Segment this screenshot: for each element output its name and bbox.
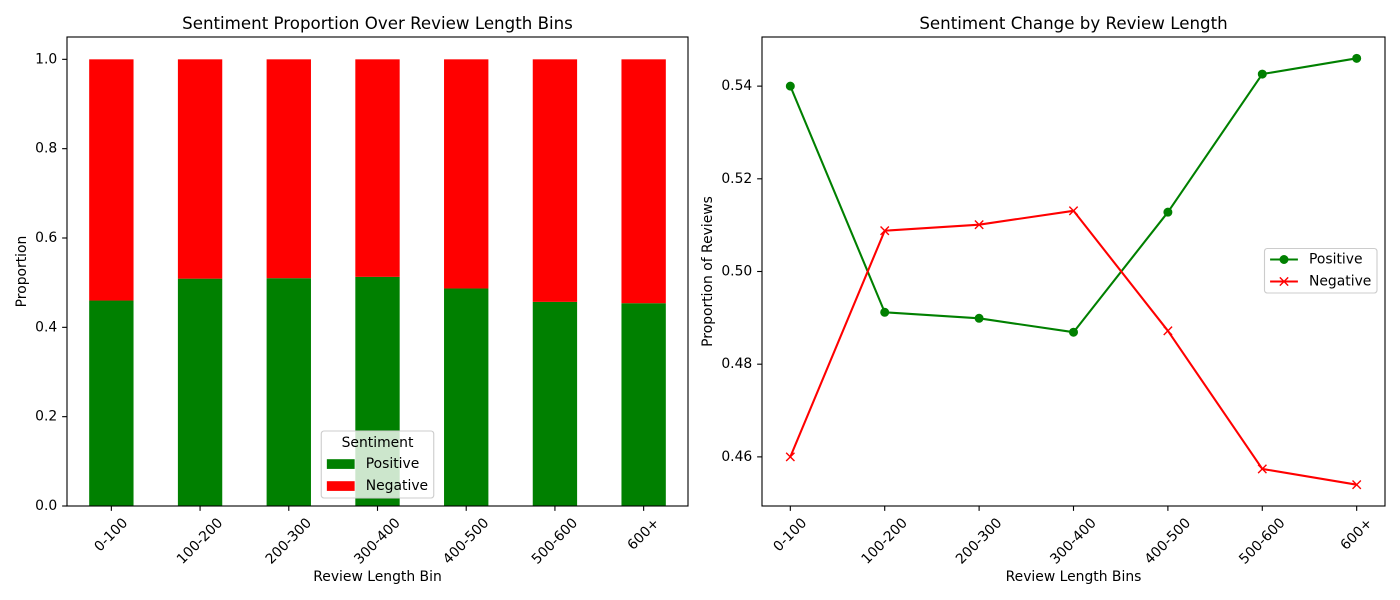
point-negative-300-400: [1068, 206, 1079, 216]
point-negative-500-600: [1257, 464, 1267, 474]
bar-positive-0-100: [89, 300, 134, 506]
point-positive-200-300: [974, 313, 984, 323]
bar-chart-title: Sentiment Proportion Over Review Length …: [182, 14, 573, 33]
point-negative-400-500: [1163, 326, 1173, 336]
y-tick-label: 1.0: [35, 51, 57, 67]
legend-label-positive: Positive: [1309, 252, 1363, 268]
line-chart-title: Sentiment Change by Review Length: [919, 14, 1227, 33]
legend-label-positive: Positive: [366, 456, 420, 472]
bar-positive-600: [621, 303, 666, 506]
x-marker-icon: [1279, 276, 1289, 287]
point-negative-600: [1352, 480, 1362, 490]
bar-positive-100-200: [177, 278, 223, 506]
line-chart-marks: [785, 53, 1362, 490]
y-tick-label: 0.52: [721, 171, 752, 187]
y-tick-label: 0.2: [35, 409, 57, 425]
point-negative-0-100: [785, 452, 795, 462]
y-tick-label: 0.4: [35, 319, 57, 335]
legend-label-negative: Negative: [1309, 274, 1371, 290]
legend-swatch-negative: [326, 481, 355, 491]
bar-negative-100-200: [177, 59, 223, 279]
y-tick-label: 0.46: [721, 449, 752, 465]
bar-negative-0-100: [89, 59, 134, 301]
point-positive-600: [1352, 53, 1362, 63]
point-positive-500-600: [1257, 69, 1267, 79]
circle-marker-icon: [1279, 255, 1289, 264]
y-tick-label: 0.6: [35, 230, 57, 246]
y-tick-label: 0.48: [721, 356, 752, 372]
bar-negative-600: [621, 59, 666, 304]
line-chart-y-axis-label: Proportion of Reviews: [700, 196, 716, 347]
point-positive-400-500: [1163, 207, 1173, 217]
bar-positive-400-500: [444, 288, 489, 506]
point-positive-100-200: [880, 307, 890, 317]
legend-label-negative: Negative: [366, 478, 428, 494]
line-chart-x-axis-label: Review Length Bins: [1006, 569, 1142, 585]
bar-negative-400-500: [444, 59, 489, 289]
stacked-bar-chart: 0.00.20.40.60.81.00-100 100-200 200-300 300…: [14, 14, 689, 585]
bar-negative-200-300: [266, 59, 311, 279]
bar-negative-300-400: [355, 59, 400, 277]
line-chart-legend: Positive Negative: [1263, 247, 1378, 294]
bar-chart-legend: Sentiment Positive Negative: [320, 430, 435, 499]
point-negative-100-200: [880, 226, 890, 236]
y-tick-label: 0.50: [721, 264, 752, 280]
legend-title: Sentiment: [342, 435, 414, 451]
bar-chart-x-axis-label: Review Length Bin: [313, 569, 442, 585]
bar-negative-500-600: [532, 59, 578, 302]
y-tick-label: 0.8: [35, 141, 57, 157]
y-tick-label: 0.54: [721, 78, 752, 94]
point-positive-0-100: [785, 81, 795, 91]
bar-positive-500-600: [532, 301, 578, 506]
legend-swatch-positive: [326, 459, 355, 469]
point-positive-300-400: [1069, 327, 1078, 337]
y-tick-label: 0.0: [35, 498, 57, 514]
bar-chart-y-axis-label: Proportion: [14, 236, 30, 308]
bar-positive-200-300: [266, 278, 311, 506]
point-negative-200-300: [974, 220, 984, 230]
